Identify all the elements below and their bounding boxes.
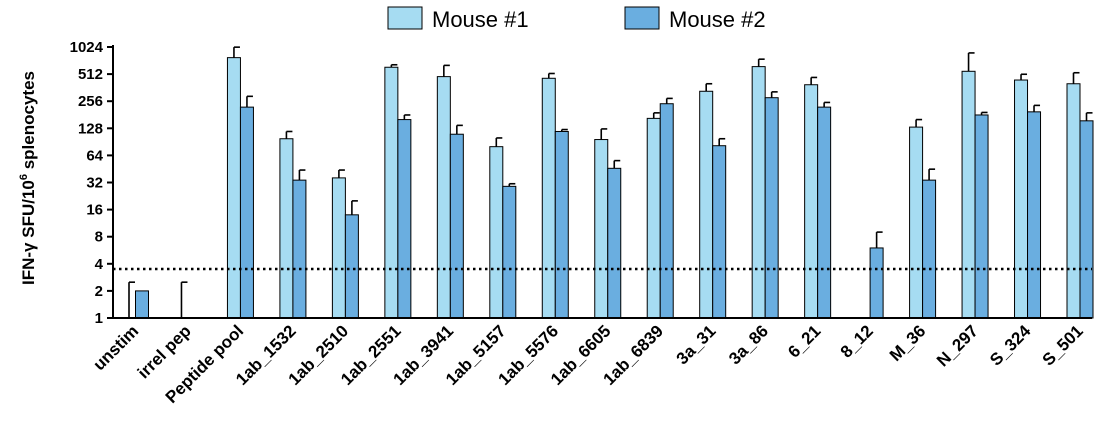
bar-2-1ab-6839 [659,103,674,319]
bar-2-1ab-5157 [502,185,517,319]
y-tick-label: 256 [78,93,103,110]
bar-2-3a-31 [712,145,727,319]
category-label: unstim [89,321,142,374]
bar-2-3a-86 [764,97,779,319]
category-label: S_324 [986,321,1035,370]
y-axis-label: IFN-γ SFU/106 splenocytes [18,71,38,285]
bar-1-6-21 [804,84,819,319]
y-tick-label: 32 [86,175,103,192]
legend-label-mouse-2: Mouse #2 [669,7,766,32]
y-tick-label: 16 [86,202,103,219]
bars [135,57,1094,319]
bar-2-1ab-6605 [607,167,622,319]
bar-2-s-501 [1079,120,1094,319]
bar-1-1ab-3941 [436,76,451,319]
bar-2-1ab-2510 [344,214,359,319]
category-label: N_297 [933,321,982,370]
bar-1-s-324 [1014,79,1029,319]
bar-1-peptide-pool [226,57,241,319]
bar-1-n-297 [961,70,976,319]
bar-1-1ab-6605 [594,139,609,319]
bar-2-s-324 [1027,111,1042,319]
category-label: 8_12 [837,321,877,361]
bar-1-m-36 [909,126,924,319]
bar-1-1ab-6839 [646,117,661,319]
bar-2-m-36 [922,179,937,319]
bar-2-1ab-3941 [449,133,464,319]
bar-1-1ab-5576 [541,77,556,319]
bar-1-s-501 [1066,83,1081,319]
bar-2-n-297 [974,114,989,319]
bar-2-1ab-5576 [554,130,569,319]
category-label: M_36 [886,321,930,365]
bar-1-1ab-2551 [384,66,399,319]
y-tick-label: 1 [95,310,103,327]
bar-2-1ab-1532 [292,179,307,319]
bar-1-1ab-5157 [489,146,504,319]
category-label: 6_21 [784,321,824,361]
y-tick-label: 512 [78,66,103,83]
y-tick-label: 4 [95,256,104,273]
legend-swatch-mouse-2 [624,6,660,30]
legend-label-mouse-1: Mouse #1 [432,7,529,32]
category-label: S_501 [1039,321,1087,369]
y-axis-ticks: 1 2 4 8 16 32 64 128 256 512 1024 [70,39,113,327]
bar-1-3a-31 [699,90,714,319]
y-tick-label: 2 [95,283,103,300]
y-tick-label: 64 [86,147,103,164]
category-label: 3a_31 [673,321,720,368]
y-tick-label: 8 [95,229,103,246]
bar-2-1ab-2551 [397,119,412,319]
error-bars [128,46,1093,318]
legend: Mouse #1 Mouse #2 [387,6,766,32]
y-tick-label: 1024 [70,39,104,56]
bar-2-peptide-pool [239,106,254,319]
bar-2-6-21 [817,106,832,319]
category-label: 3a_86 [725,321,772,368]
y-tick-label: 128 [78,120,103,137]
legend-swatch-mouse-1 [387,6,423,30]
bar-1-1ab-2510 [331,177,346,319]
bar-1-3a-86 [751,66,766,319]
bar-2-8-12 [869,247,884,319]
bar-2-unstim [135,290,149,319]
bar-1-1ab-1532 [279,138,294,319]
